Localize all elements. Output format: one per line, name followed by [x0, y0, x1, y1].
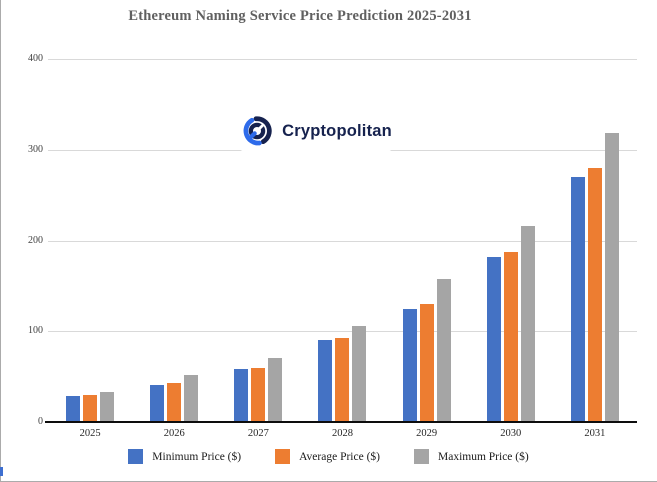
y-tick-label-100: 100 — [28, 325, 43, 337]
y-tick-label-200: 200 — [28, 234, 43, 246]
bar-2025-maximum — [100, 392, 115, 422]
bar-group-2030 — [469, 226, 553, 422]
x-category-label-2027: 2027 — [247, 428, 269, 439]
bar-group-2026 — [132, 374, 216, 422]
cryptopolitan-watermark: Cryptopolitan — [238, 110, 394, 152]
legend-swatch-minimum — [128, 449, 144, 464]
legend-item-average: Average Price ($) — [275, 449, 380, 464]
bar-2028-average — [335, 337, 350, 422]
bar-group-2028 — [300, 325, 384, 422]
legend-label-average: Average Price ($) — [299, 450, 380, 463]
bar-2027-minimum — [234, 369, 249, 422]
y-tick-label-0: 0 — [38, 416, 43, 427]
chart-title: Ethereum Naming Service Price Prediction… — [128, 8, 472, 24]
bar-2027-maximum — [268, 357, 283, 422]
bar-2029-maximum — [436, 278, 451, 422]
bar-group-2029 — [385, 278, 469, 422]
gridline-200 — [48, 240, 637, 242]
bar-2030-maximum — [520, 226, 535, 422]
bar-2031-maximum — [604, 132, 619, 422]
x-category-label-2026: 2026 — [163, 428, 185, 439]
legend-swatch-average — [275, 449, 291, 464]
cryptopolitan-logo-icon — [240, 114, 274, 148]
legend-label-minimum: Minimum Price ($) — [152, 450, 242, 463]
x-category-label-2029: 2029 — [416, 428, 438, 439]
bar-2025-average — [83, 394, 98, 422]
bar-2029-average — [419, 304, 434, 422]
gridline-100 — [48, 331, 637, 333]
bar-2027-average — [251, 367, 266, 422]
text-cursor-mark — [0, 467, 3, 476]
bar-2026-maximum — [184, 374, 199, 422]
legend-label-maximum: Maximum Price ($) — [437, 450, 529, 463]
bar-2028-maximum — [352, 325, 367, 422]
x-category-label-2030: 2030 — [500, 428, 522, 439]
bar-2030-average — [503, 252, 518, 422]
bar-2026-average — [167, 383, 182, 422]
legend-item-minimum: Minimum Price ($) — [128, 449, 241, 464]
screenshot-left-border — [0, 0, 1, 482]
bar-2030-minimum — [486, 256, 501, 422]
y-tick-label-400: 400 — [28, 53, 43, 64]
bar-group-2027 — [216, 357, 300, 422]
y-tick-label-300: 300 — [28, 143, 43, 155]
bar-2028-minimum — [318, 340, 333, 422]
bar-2029-minimum — [402, 308, 417, 422]
bar-group-2025 — [48, 392, 132, 422]
x-category-label-2025: 2025 — [79, 428, 101, 439]
bar-group-2031 — [553, 132, 637, 422]
bar-2031-minimum — [570, 177, 585, 422]
x-axis-line — [45, 421, 637, 423]
legend-swatch-maximum — [413, 449, 429, 464]
chart-legend: Minimum Price ($) Average Price ($) Maximu… — [0, 449, 657, 464]
legend-item-maximum: Maximum Price ($) — [413, 449, 529, 464]
x-category-label-2028: 2028 — [331, 428, 353, 439]
bar-2025-minimum — [66, 395, 81, 422]
bar-2026-minimum — [150, 384, 165, 422]
x-category-label-2031: 2031 — [584, 428, 606, 439]
bar-2031-average — [587, 167, 602, 422]
cryptopolitan-brand-text: Cryptopolitan — [282, 121, 392, 140]
gridline-400 — [48, 59, 637, 60]
